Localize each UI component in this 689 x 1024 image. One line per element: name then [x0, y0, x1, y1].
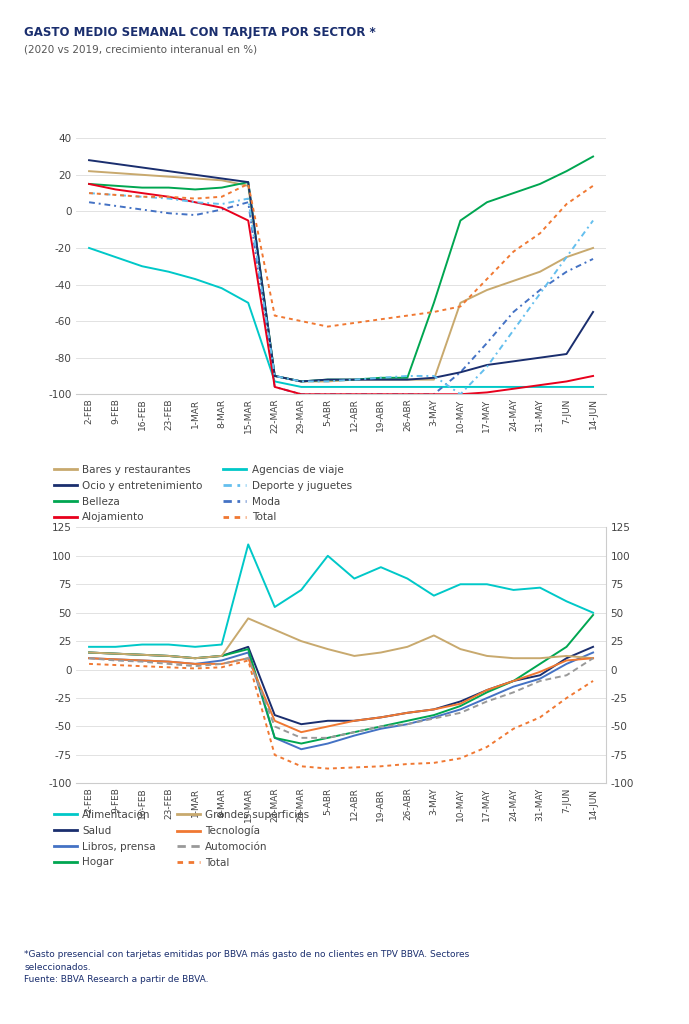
Legend: Alimentación, Salud, Libros, prensa, Hogar, Grandes superficies, Tecnología, Aut: Alimentación, Salud, Libros, prensa, Hog… — [50, 806, 313, 872]
Text: *Gasto presencial con tarjetas emitidas por BBVA más gasto de no clientes en TPV: *Gasto presencial con tarjetas emitidas … — [24, 950, 469, 984]
Text: (2020 vs 2019, crecimiento interanual en %): (2020 vs 2019, crecimiento interanual en… — [24, 44, 257, 54]
Legend: Bares y restaurantes, Ocio y entretenimiento, Belleza, Alojamiento, Agencias de : Bares y restaurantes, Ocio y entretenimi… — [50, 461, 356, 526]
Text: GASTO MEDIO SEMANAL CON TARJETA POR SECTOR *: GASTO MEDIO SEMANAL CON TARJETA POR SECT… — [24, 26, 376, 39]
